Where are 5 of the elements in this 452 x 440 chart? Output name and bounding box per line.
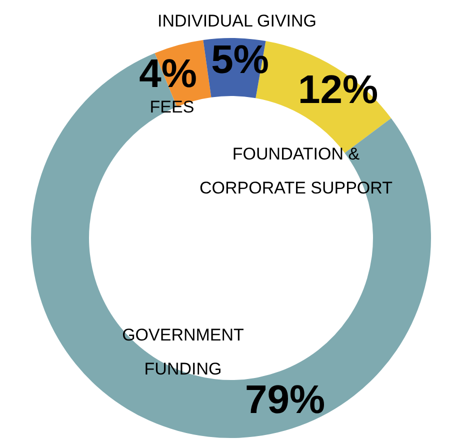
slice-label: GOVERNMENT FUNDING [122,326,244,379]
slice-label: FOUNDATION & CORPORATE SUPPORT [199,144,393,198]
slice-label: INDIVIDUAL GIVING [157,12,317,31]
data-label: 4% [139,52,197,96]
data-label: 79% [244,378,326,422]
